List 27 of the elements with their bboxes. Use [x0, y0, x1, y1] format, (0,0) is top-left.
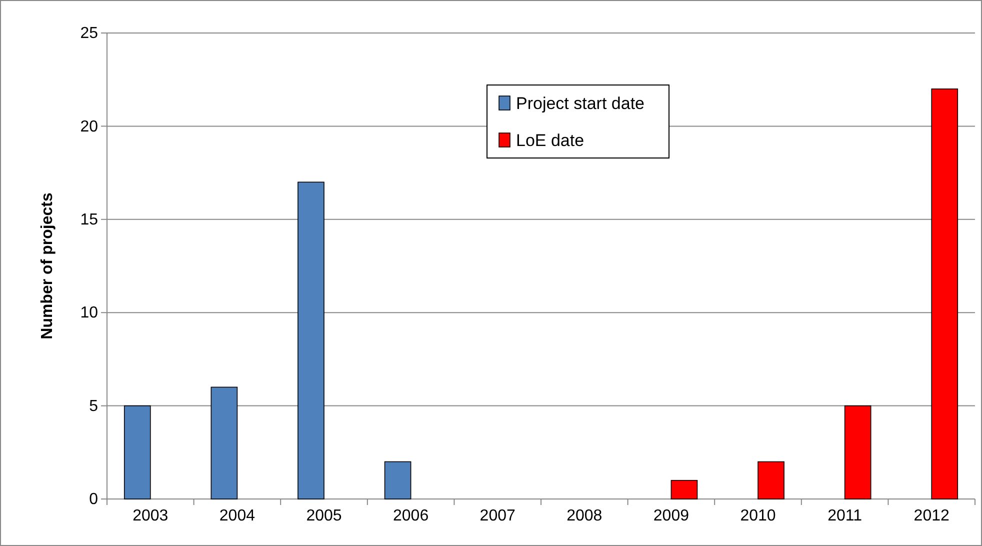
x-tick-label: 2003 — [132, 507, 168, 524]
y-tick-label: 0 — [89, 491, 98, 508]
x-tick-label: 2009 — [653, 507, 690, 524]
y-tick-label: 25 — [80, 25, 98, 42]
bar — [844, 405, 872, 500]
bar — [210, 386, 238, 500]
x-tick-label: 2010 — [740, 507, 776, 524]
x-tick-label: 2012 — [914, 507, 950, 524]
bar — [670, 480, 698, 500]
y-axis-title: Number of projects — [39, 192, 56, 340]
x-tick-label: 2008 — [566, 507, 602, 524]
legend-label: LoE date — [516, 131, 584, 150]
x-tick-label: 2005 — [306, 507, 342, 524]
legend-label: Project start date — [516, 94, 645, 113]
y-tick-label: 10 — [80, 304, 98, 322]
y-tick-label: 15 — [80, 212, 98, 229]
x-tick-label: 2004 — [219, 507, 256, 524]
x-tick-label: 2007 — [480, 507, 516, 524]
y-tick-label: 5 — [89, 398, 98, 415]
bar — [124, 405, 151, 500]
x-tick-label: 2006 — [393, 507, 429, 524]
bar — [931, 88, 958, 500]
y-tick-label: 20 — [80, 118, 98, 136]
bar — [384, 461, 412, 500]
bar — [758, 461, 784, 500]
x-tick-label: 2011 — [828, 507, 862, 524]
bar — [298, 182, 324, 500]
